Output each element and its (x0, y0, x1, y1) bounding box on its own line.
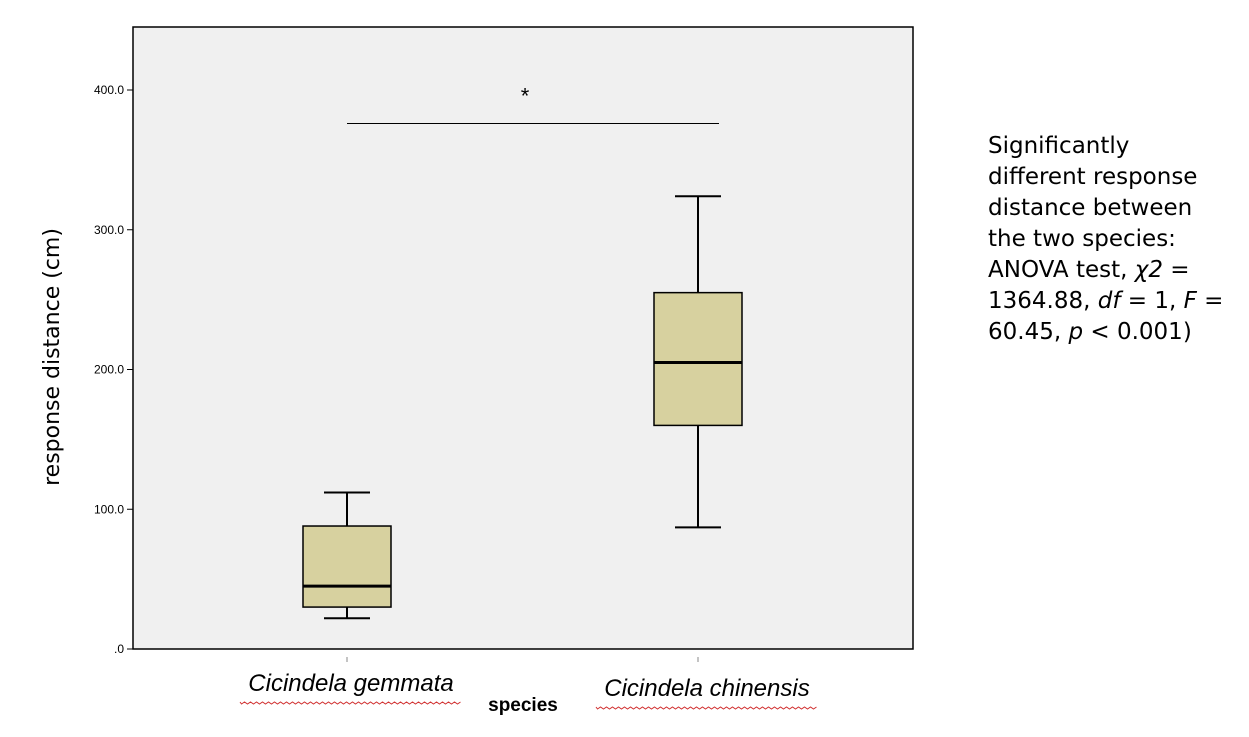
x-axis-title: species (488, 695, 558, 716)
note-line: distance between (988, 195, 1193, 221)
note-text: ANOVA test, (988, 257, 1135, 283)
note-text: = (1163, 257, 1190, 283)
anova-note: Significantly different response distanc… (988, 131, 1238, 348)
x-axis: Cicindela gemmata Cicindela chinensis (239, 657, 817, 710)
x-category-label: Cicindela chinensis (604, 675, 809, 702)
y-tick-label: 300.0 (94, 223, 124, 237)
note-line: 60.45, p < 0.001) (988, 317, 1238, 348)
note-line: the two species: (988, 226, 1176, 252)
box-2 (653, 195, 743, 529)
note-text: 1364.88, (988, 288, 1098, 314)
box-series (302, 195, 743, 620)
significance-star: * (521, 84, 530, 109)
iqr-box (653, 291, 743, 427)
y-tick-label: .0 (114, 642, 124, 656)
spellcheck-underline (595, 706, 817, 710)
note-text: = 1, (1120, 288, 1184, 314)
p-symbol: p (1068, 319, 1084, 345)
note-line: different response (988, 164, 1198, 190)
y-tick-label: 200.0 (94, 363, 124, 377)
box-1 (302, 491, 392, 620)
y-axis: .0 100.0 200.0 300.0 400.0 (94, 83, 133, 656)
y-tick-label: 100.0 (94, 502, 124, 516)
significance-annotation: * (347, 84, 719, 125)
y-axis-title: response distance (cm) (40, 228, 65, 486)
note-text: = (1196, 288, 1224, 314)
note-line: Significantly (988, 133, 1130, 159)
iqr-box (302, 525, 392, 608)
df-symbol: df (1097, 288, 1121, 314)
note-text: < 0.001) (1083, 319, 1192, 345)
y-tick-label: 400.0 (94, 83, 124, 97)
note-text: 60.45, (988, 319, 1069, 345)
chi-square-symbol: χ2 (1134, 257, 1163, 283)
note-line: 1364.88, df = 1, F = (988, 286, 1238, 317)
spellcheck-underline (239, 701, 461, 705)
plot-area (132, 26, 914, 650)
note-line: ANOVA test, χ2 = (988, 255, 1238, 286)
f-symbol: F (1183, 288, 1197, 314)
x-category-label: Cicindela gemmata (248, 670, 453, 697)
